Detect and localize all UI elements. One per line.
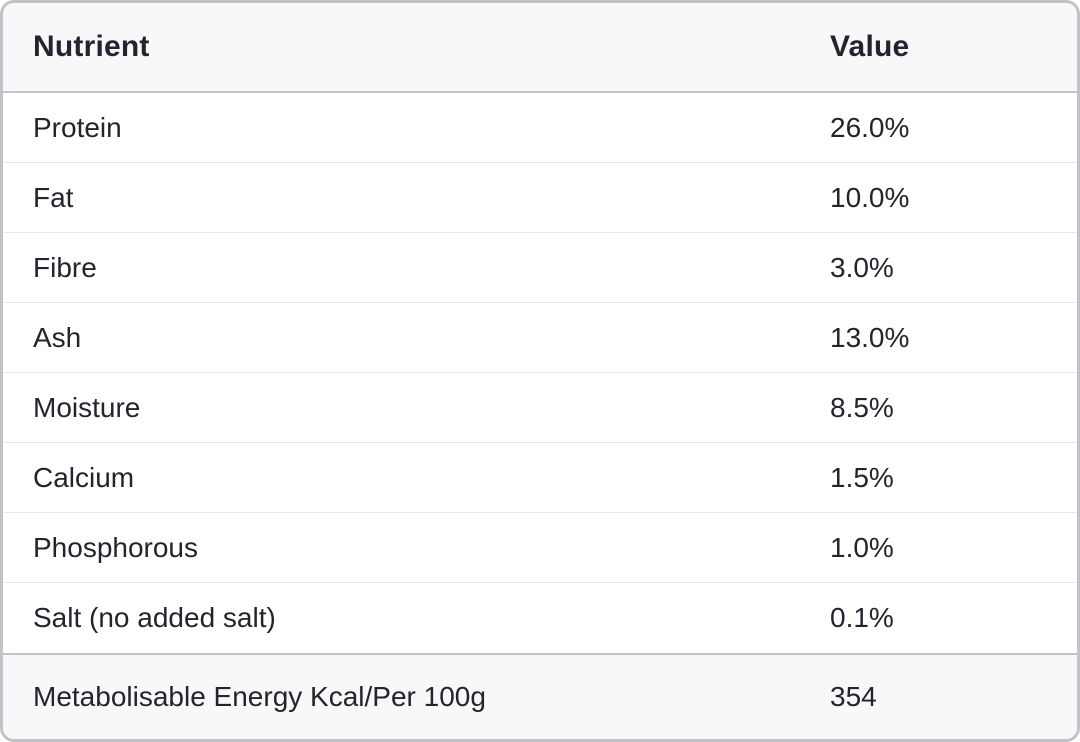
table-row: Phosphorous 1.0%: [3, 513, 1077, 583]
table-row: Salt (no added salt) 0.1%: [3, 583, 1077, 653]
table-row: Calcium 1.5%: [3, 443, 1077, 513]
table-row: Protein 26.0%: [3, 93, 1077, 163]
value-cell: 0.1%: [830, 602, 894, 633]
table-row: Ash 13.0%: [3, 303, 1077, 373]
value-cell: 354: [830, 681, 877, 712]
table-row: Moisture 8.5%: [3, 373, 1077, 443]
table-row: Fat 10.0%: [3, 163, 1077, 233]
nutrient-cell: Salt (no added salt): [33, 602, 276, 633]
nutrient-cell: Ash: [33, 321, 82, 353]
value-cell: 10.0%: [830, 181, 910, 213]
table-footer-row: Metabolisable Energy Kcal/Per 100g 354: [3, 653, 1077, 739]
value-cell: 13.0%: [830, 321, 910, 353]
table-body: Protein 26.0% Fat 10.0% Fibre 3.0% Ash 13.0% Moi…: [3, 93, 1077, 653]
value-cell: 1.0%: [830, 531, 894, 563]
value-cell: 8.5%: [830, 391, 894, 423]
nutrient-cell: Protein: [33, 111, 122, 143]
value-cell: 3.0%: [830, 251, 894, 283]
column-header-value: Value: [830, 30, 910, 63]
table-header-row: Nutrient Value: [3, 3, 1077, 93]
nutrient-cell: Calcium: [33, 461, 135, 493]
nutrient-cell: Fat: [33, 181, 74, 213]
value-cell: 1.5%: [830, 461, 894, 493]
value-cell: 26.0%: [830, 111, 910, 143]
nutrient-cell: Moisture: [33, 391, 141, 423]
column-header-nutrient: Nutrient: [33, 30, 150, 63]
nutrient-cell: Phosphorous: [33, 531, 199, 563]
table-row: Fibre 3.0%: [3, 233, 1077, 303]
nutrient-cell: Fibre: [33, 251, 97, 283]
nutrient-cell: Metabolisable Energy Kcal/Per 100g: [33, 681, 486, 712]
